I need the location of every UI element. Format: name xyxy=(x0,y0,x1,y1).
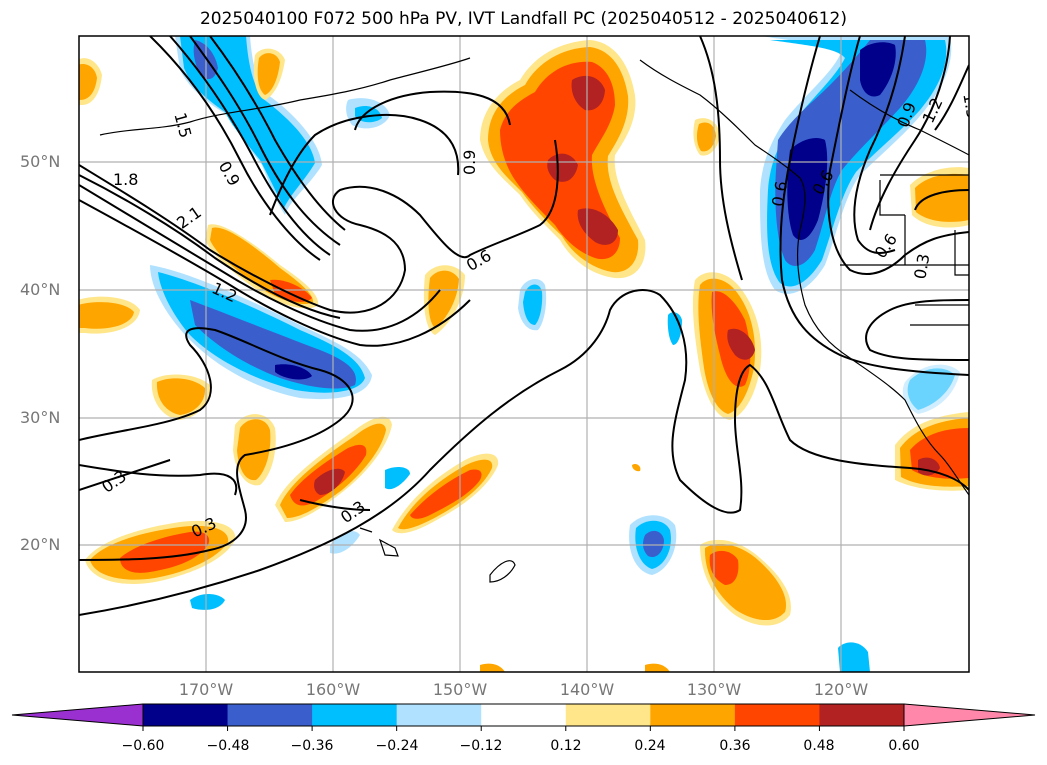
colorbar-tick-label: 0.48 xyxy=(803,738,835,754)
lon-label-160w: 160°W xyxy=(305,680,361,699)
positive-anomaly-east xyxy=(79,48,969,672)
negative-anomaly-coast-trough xyxy=(760,36,960,414)
colorbar-tick-label: 0.36 xyxy=(719,738,751,754)
colorbar-arrow-left-outline xyxy=(11,703,144,727)
lat-label-50n: 50°N xyxy=(20,152,61,171)
graticule xyxy=(79,36,969,672)
contour-label: 0.6 xyxy=(463,246,495,275)
colorbar-arrow-right-outline xyxy=(903,703,1036,727)
contour-label: 0.3 xyxy=(910,252,933,280)
lat-label-30n: 30°N xyxy=(20,408,61,427)
lon-label-130w: 130°W xyxy=(686,680,742,699)
colorbar-bin xyxy=(227,704,313,726)
lat-label-40n: 40°N xyxy=(20,280,61,299)
map-title: 2025040100 F072 500 hPa PV, IVT Landfall… xyxy=(199,9,847,29)
colorbar-bin xyxy=(481,704,567,726)
pv-anomaly-fields: 1.5 1.8 2.1 0.9 1.2 0.6 0.9 0.6 0.3 0.3 … xyxy=(79,36,982,672)
colorbar-extend-max xyxy=(904,704,1035,726)
colorbar-bin xyxy=(819,704,905,726)
colorbar xyxy=(11,703,1036,731)
lon-label-170w: 170°W xyxy=(178,680,234,699)
colorbar-bin xyxy=(312,704,398,726)
map-frame xyxy=(78,35,970,673)
colorbar-tick-label: −0.48 xyxy=(206,738,250,754)
positive-anomaly-pacific-plume xyxy=(480,40,646,279)
lon-label-150w: 150°W xyxy=(432,680,488,699)
colorbar-bin xyxy=(396,704,482,726)
colorbar-bin xyxy=(565,704,651,726)
contour-label: 0.6 xyxy=(871,230,901,262)
colorbar-outline xyxy=(142,703,905,727)
colorbar-tick-label: −0.12 xyxy=(459,738,503,754)
lon-label-140w: 140°W xyxy=(559,680,615,699)
contour-label: 0.6 xyxy=(768,180,791,208)
lat-label-20n: 20°N xyxy=(20,535,61,554)
contour-label: 1.5 xyxy=(959,92,982,120)
colorbar-bin xyxy=(650,704,736,726)
lon-label-120w: 120°W xyxy=(813,680,869,699)
contour-label: 1.8 xyxy=(113,170,138,189)
coastlines xyxy=(99,57,969,583)
colorbar-tick-label: −0.60 xyxy=(121,738,165,754)
colorbar-tick-label: 0.60 xyxy=(888,738,920,754)
colorbar-tick-label: 0.12 xyxy=(550,738,582,754)
contour-label: 1.5 xyxy=(170,110,195,140)
positive-anomaly-subtropical xyxy=(85,224,791,626)
colorbar-extend-min xyxy=(12,704,143,726)
colorbar-tick-label: −0.24 xyxy=(375,738,419,754)
colorbar-bin xyxy=(734,704,820,726)
contour-label: 0.9 xyxy=(460,150,479,175)
colorbar-tick-label: −0.36 xyxy=(290,738,334,754)
colorbar-bin xyxy=(143,704,229,726)
positive-anomaly-coast-ridge xyxy=(692,272,762,420)
colorbar-tick-label: 0.24 xyxy=(634,738,666,754)
pv-contours xyxy=(79,36,969,616)
